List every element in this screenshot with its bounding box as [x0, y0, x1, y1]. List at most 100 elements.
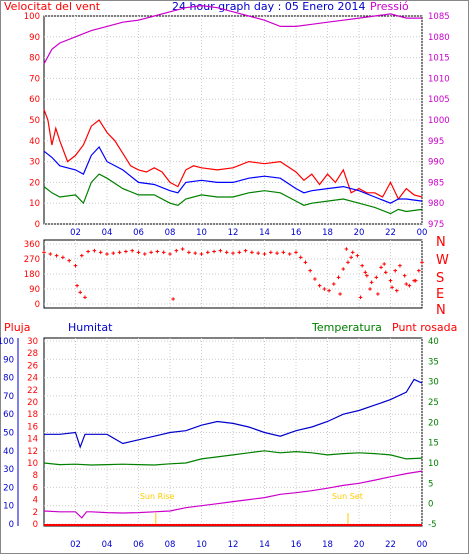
wind-speed-tick: 30 — [29, 158, 40, 168]
wind-direction-point — [256, 251, 260, 255]
wind-direction-point — [111, 251, 116, 255]
panel1-x-tick: 18 — [322, 228, 333, 238]
wind-direction-point — [358, 295, 363, 300]
wind-speed-tick: 60 — [29, 95, 40, 105]
wind-direction-point — [303, 260, 308, 265]
panel1-x-tick: 10 — [196, 228, 207, 238]
wind-direction-point — [92, 248, 97, 253]
wind-direction-point — [67, 258, 71, 263]
wind-direction-tick: 0 — [35, 300, 40, 310]
pressure-tick: 985 — [428, 178, 444, 188]
wind-speed-tick: 90 — [29, 33, 40, 43]
wind-direction-point — [332, 282, 336, 286]
wind-direction-point — [360, 263, 364, 268]
wind-direction-point — [86, 249, 90, 254]
temperature-tick: 25 — [428, 398, 439, 408]
wind-direction-point — [42, 250, 46, 255]
rain-label: Pluja — [4, 321, 30, 334]
wind-direction-point — [206, 250, 210, 255]
panel2-points — [42, 247, 424, 301]
panel3-x-tick: 04 — [102, 540, 113, 550]
humidity-tick: 20 — [3, 483, 14, 493]
series-line-temperatura — [43, 450, 423, 466]
wind-direction-tick: 90 — [29, 285, 40, 295]
pressure-tick: 1080 — [428, 33, 450, 43]
panel1-x-tick: 14 — [259, 228, 270, 238]
panel1-x-tick: 00 — [417, 228, 428, 238]
wind-direction-point — [327, 288, 331, 293]
panel3-x-tick: 00 — [417, 540, 428, 550]
wind-speed-tick: 80 — [29, 54, 40, 64]
series-line-pressi- — [43, 4, 422, 65]
panel1-x-tick: 16 — [291, 228, 302, 238]
rain-tick: 10 — [27, 459, 38, 469]
compass-letter: W — [436, 253, 449, 268]
panel3-x-tick: 22 — [385, 540, 396, 550]
panel3-x-tick: 20 — [354, 540, 365, 550]
wind-direction-point — [344, 247, 349, 251]
pressure-tick: 1000 — [428, 116, 450, 126]
wind-direction-point — [336, 275, 341, 280]
wind-direction-point — [143, 252, 147, 256]
wind-direction-point — [287, 252, 292, 256]
wind-direction-point — [404, 282, 409, 286]
humidity-label: Humitat — [68, 321, 113, 334]
wind-speed-tick: 0 — [35, 220, 40, 230]
wind-direction-point — [117, 250, 122, 255]
wind-direction-point — [395, 288, 399, 293]
wind-direction-point — [413, 278, 418, 283]
wind-direction-point — [338, 292, 342, 296]
humidity-tick: 10 — [3, 502, 14, 512]
wind-direction-point — [98, 250, 103, 255]
sunset-label: Sun Set — [332, 492, 363, 501]
wind-direction-point — [155, 249, 160, 254]
pressure-tick: 1085 — [428, 12, 450, 22]
rain-tick: 20 — [27, 398, 38, 408]
wind-direction-point — [402, 273, 407, 278]
wind-direction-point — [417, 268, 421, 273]
chart-title: 24 hour graph day : 05 Enero 2014 — [172, 0, 366, 13]
dewpoint-label: Punt rosada — [392, 321, 457, 334]
humidity-tick: 70 — [3, 392, 14, 402]
panel3-x-ticks: 02 04 06 08 10 12 14 16 18 20 22 00 — [70, 540, 427, 550]
wind-direction-point — [174, 248, 179, 253]
temperature-tick: 10 — [428, 459, 439, 469]
rain-tick: 4 — [33, 496, 38, 506]
wind-direction-point — [262, 252, 267, 256]
wind-direction-point — [294, 250, 298, 255]
humidity-tick: 0 — [9, 520, 14, 530]
panel1-x-ticks: 02 04 06 08 10 12 14 16 18 20 22 00 — [70, 228, 427, 238]
wind-direction-point — [193, 251, 197, 255]
wind-speed-tick: 50 — [29, 116, 40, 126]
wind-direction-point — [243, 248, 248, 253]
panel3-x-tick: 18 — [322, 540, 333, 550]
rain-tick: 18 — [27, 410, 38, 420]
temperature-tick: 35 — [428, 357, 439, 367]
wind-direction-point — [383, 270, 388, 275]
wind-speed-tick: 20 — [29, 178, 40, 188]
sunrise-label: Sun Rise — [140, 492, 175, 501]
panel1-x-tick: 20 — [354, 228, 365, 238]
panel3-x-tick: 16 — [291, 540, 302, 550]
wind-direction-point — [218, 248, 223, 253]
humidity-tick: 50 — [3, 429, 14, 439]
temperature-tick: 40 — [428, 337, 439, 347]
wind-speed-tick: 70 — [29, 74, 40, 84]
temperature-label: Temperatura — [311, 321, 382, 334]
wind-direction-point — [420, 260, 424, 265]
wind-direction-point — [161, 250, 166, 255]
pressure-tick: 1005 — [428, 95, 450, 105]
rain-tick: 26 — [27, 361, 38, 371]
wind-direction-point — [130, 248, 134, 253]
wind-direction-point — [275, 251, 279, 255]
pressure-label: Pressió — [370, 0, 409, 13]
panel3-x-tick: 14 — [259, 540, 270, 550]
wind-direction-point — [48, 252, 53, 256]
pressure-tick: 1010 — [428, 74, 450, 84]
